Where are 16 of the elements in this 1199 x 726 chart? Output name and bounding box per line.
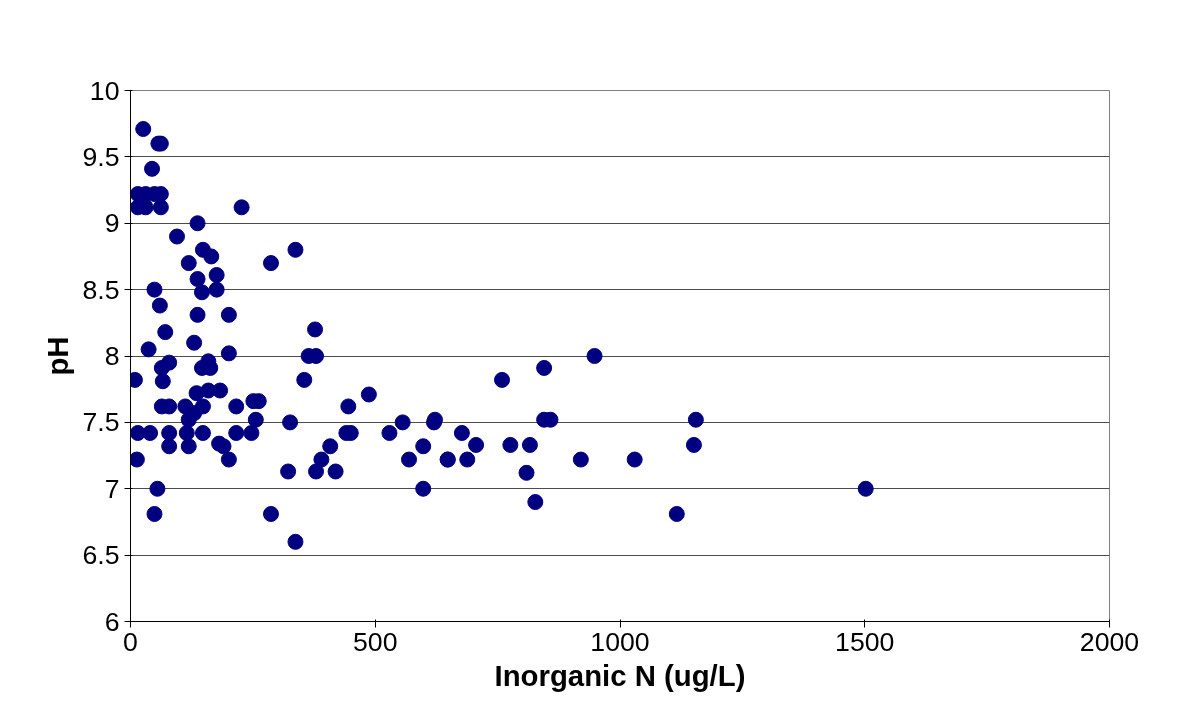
x-tick-label: 500 <box>353 626 398 657</box>
y-axis-title: pH <box>41 336 75 376</box>
x-tick-label: 0 <box>123 626 138 657</box>
x-tick-label: 1500 <box>835 626 895 657</box>
y-tick-label: 7 <box>104 473 120 504</box>
y-tick-label: 6 <box>104 606 120 637</box>
y-tick-label: 7.5 <box>82 407 120 438</box>
y-tick-label: 8 <box>104 341 120 371</box>
y-tick-label: 9 <box>104 208 120 239</box>
y-tick-label: 9.5 <box>82 141 120 172</box>
y-tick-label: 10 <box>89 75 120 106</box>
x-tick-label: 1000 <box>590 626 650 657</box>
x-tick-label: 2000 <box>1079 626 1140 657</box>
y-tick-label: 8.5 <box>82 274 120 305</box>
x-axis-title: Inorganic N (ug/L) <box>494 658 746 692</box>
y-tick-label: 6.5 <box>82 540 120 571</box>
